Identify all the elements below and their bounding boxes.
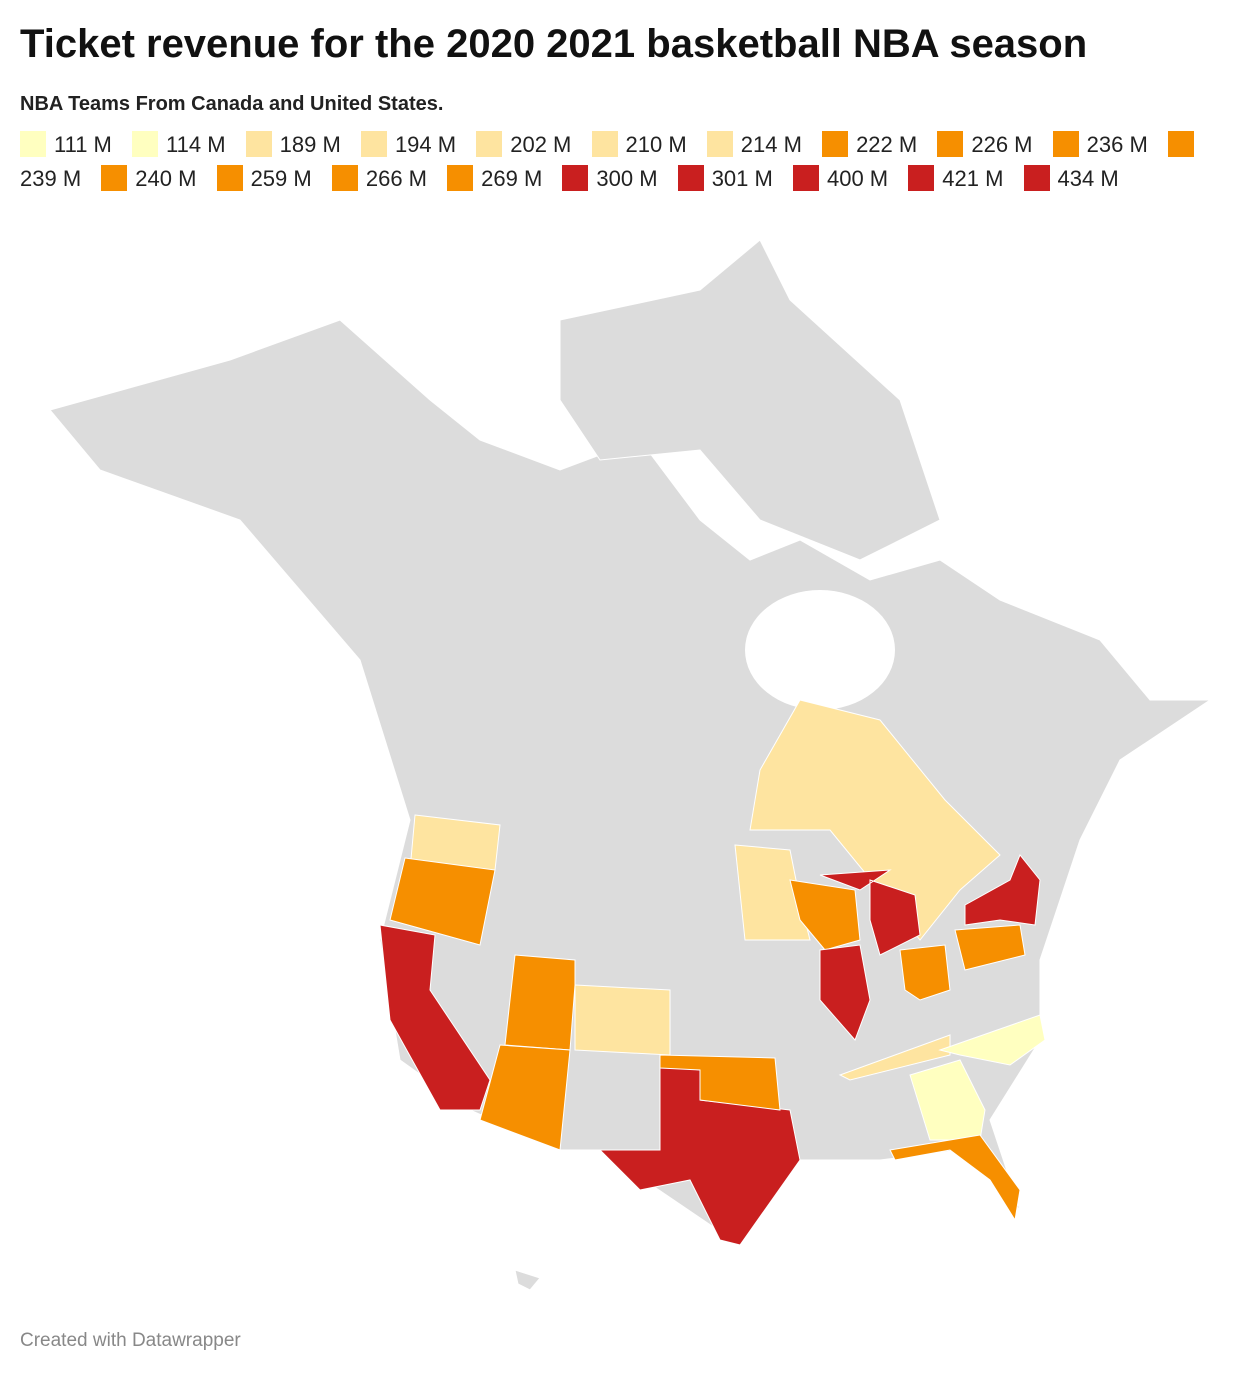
- legend-swatch: [132, 131, 159, 157]
- legend-label: 240 M: [135, 166, 197, 191]
- legend-item: 111 M: [20, 131, 112, 157]
- legend-label: 210 M: [625, 132, 687, 157]
- legend-label: 202 M: [510, 132, 572, 157]
- legend-label: 239 M: [20, 166, 82, 191]
- legend-item: 400 M: [792, 165, 889, 191]
- legend-label: 421 M: [942, 166, 1004, 191]
- legend: 111 M 114 M 189 M 194 M 202 M 210 M 214 …: [20, 128, 1220, 196]
- legend-item: 239 M: [20, 131, 1202, 191]
- legend-label: 301 M: [711, 166, 773, 191]
- region: [889, 1134, 1021, 1222]
- footer: Created with Datawrapper: [20, 1330, 241, 1351]
- land: [49, 319, 1212, 1246]
- legend-swatch: [216, 165, 243, 191]
- region: [659, 1054, 781, 1111]
- title: Ticket revenue for the 2020 2021 basketb…: [20, 22, 1088, 66]
- region: [964, 854, 1041, 926]
- legend-swatch: [476, 131, 503, 157]
- legend-swatch: [591, 131, 618, 157]
- legend-item: 222 M: [822, 131, 918, 157]
- subtitle: NBA Teams From Canada and United States.: [20, 93, 444, 115]
- legend-swatch: [908, 165, 935, 191]
- legend-swatch: [331, 165, 358, 191]
- region: [479, 1044, 571, 1151]
- legend-item: 189 M: [245, 131, 341, 157]
- legend-item: 259 M: [216, 165, 312, 191]
- legend-label: 434 M: [1057, 166, 1119, 191]
- legend-item: 434 M: [1023, 165, 1119, 191]
- legend-item: 210 M: [591, 131, 687, 157]
- region: [938, 1014, 1046, 1066]
- region: [819, 944, 871, 1041]
- legend-label: 111 M: [54, 132, 112, 157]
- legend-item: 266 M: [331, 165, 427, 191]
- region: [954, 924, 1026, 971]
- legend-label: 189 M: [279, 132, 341, 157]
- legend-item: 421 M: [908, 165, 1004, 191]
- legend-swatch: [245, 131, 272, 157]
- legend-label: 194 M: [394, 132, 457, 157]
- legend-swatch: [1023, 165, 1050, 191]
- legend-swatch: [447, 165, 474, 191]
- legend-label: 269 M: [481, 166, 543, 191]
- region: [909, 1059, 986, 1141]
- legend-label: 114 M: [166, 132, 226, 157]
- hudson-bay: [745, 590, 895, 710]
- legend-item: 114 M: [132, 131, 226, 157]
- region: [504, 954, 576, 1051]
- legend-label: 300 M: [596, 166, 658, 191]
- legend-item: 202 M: [476, 131, 572, 157]
- region: [379, 924, 491, 1111]
- region: [789, 879, 861, 951]
- region: [838, 1034, 951, 1081]
- legend-item: 226 M: [937, 131, 1033, 157]
- legend-item: 240 M: [101, 165, 197, 191]
- legend-item: 194 M: [360, 131, 457, 157]
- region: [749, 699, 1001, 941]
- legend-swatch: [706, 131, 733, 157]
- legend-swatch: [1167, 131, 1194, 157]
- legend-swatch: [360, 131, 387, 157]
- legend-label: 222 M: [856, 132, 918, 157]
- legend-item: 301 M: [677, 165, 773, 191]
- legend-swatch: [20, 131, 46, 157]
- legend-swatch: [822, 131, 849, 157]
- legend-swatch: [677, 165, 704, 191]
- legend-label: 266 M: [365, 166, 427, 191]
- legend-swatch: [101, 165, 128, 191]
- region: [389, 857, 496, 946]
- legend-swatch: [792, 165, 819, 191]
- legend-label: 259 M: [250, 166, 312, 191]
- legend-swatch: [562, 165, 589, 191]
- legend-item: 269 M: [447, 165, 543, 191]
- region: [574, 984, 671, 1056]
- region: [819, 869, 921, 956]
- legend-item: 300 M: [562, 165, 658, 191]
- region: [899, 944, 951, 1001]
- legend-label: 400 M: [826, 166, 889, 191]
- legend-item: 236 M: [1052, 131, 1148, 157]
- legend-swatch: [1052, 131, 1079, 157]
- legend-label: 226 M: [971, 132, 1033, 157]
- legend-label: 236 M: [1086, 132, 1148, 157]
- hawaii: [514, 1269, 541, 1291]
- legend-item: 214 M: [706, 131, 802, 157]
- legend-label: 214 M: [740, 132, 802, 157]
- arctic-islands: [559, 239, 941, 561]
- legend-swatch: [937, 131, 964, 157]
